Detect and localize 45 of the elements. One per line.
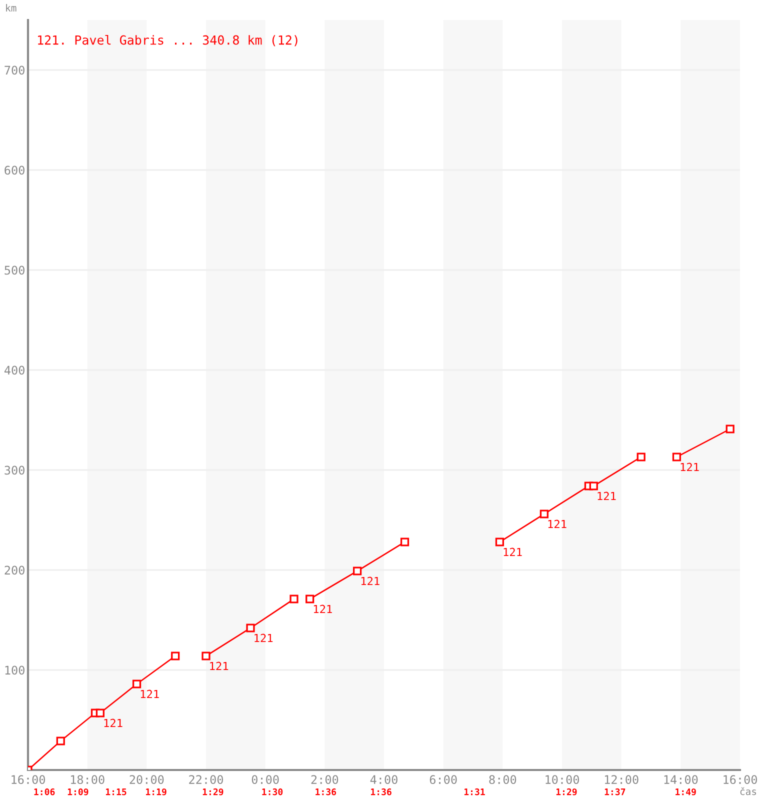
x-axis-title: čas bbox=[740, 787, 756, 796]
annotation: 121 bbox=[314, 604, 332, 614]
text: 1:29 bbox=[556, 788, 577, 796]
annotation: 121 bbox=[548, 520, 566, 528]
x-tick-label: 4:00 bbox=[370, 775, 398, 784]
x-tick-label: 0:00 bbox=[252, 775, 279, 784]
annotation: 121 bbox=[140, 690, 159, 698]
x-tick-label: 18:00 bbox=[70, 775, 104, 784]
text: 1:09 bbox=[68, 788, 88, 796]
annotation: 121 bbox=[210, 662, 228, 670]
y-tick-label: 100 bbox=[5, 666, 24, 675]
x-tick-label: 16:00 bbox=[724, 775, 758, 784]
text: 1:15 bbox=[106, 788, 126, 796]
annotation: 121 bbox=[680, 462, 699, 472]
x-tick-label: 16:00 bbox=[12, 775, 46, 784]
text: 1:36 bbox=[316, 788, 336, 796]
text: 1:19 bbox=[146, 788, 166, 796]
annotation: 121 bbox=[504, 548, 522, 556]
x-tick-label: 22:00 bbox=[189, 775, 224, 784]
annotation: 121 bbox=[254, 634, 273, 642]
y-tick-label: 200 bbox=[4, 566, 24, 575]
text: 1:29 bbox=[202, 788, 224, 796]
y-tick-label: 300 bbox=[4, 466, 24, 475]
text: 1:36 bbox=[370, 788, 392, 796]
text: 121. Pavel Gabris ... 340.8 km (12) bbox=[38, 35, 298, 46]
annotation: 121 bbox=[104, 718, 122, 728]
y-tick-label: 700 bbox=[4, 66, 24, 75]
text: 1:49 bbox=[676, 788, 696, 796]
annotation: 121 bbox=[598, 492, 616, 500]
x-tick-label: 2:00 bbox=[311, 775, 338, 784]
x-tick-label: 20:00 bbox=[130, 775, 164, 784]
text: 1:31 bbox=[464, 788, 485, 796]
y-tick-label: 500 bbox=[4, 266, 24, 275]
x-tick-label: 6:00 bbox=[430, 775, 457, 784]
y-axis-title: km bbox=[6, 4, 16, 12]
y-tick-label: 600 bbox=[4, 166, 24, 175]
x-tick-label: 8:00 bbox=[489, 775, 516, 784]
x-tick-label: 12:00 bbox=[604, 775, 638, 784]
text: 1:06 bbox=[34, 788, 55, 796]
x-tick-label: 10:00 bbox=[546, 775, 580, 784]
annotation: 121 bbox=[361, 576, 380, 586]
y-tick-label: 400 bbox=[4, 366, 24, 375]
x-tick-label: 14:00 bbox=[664, 775, 698, 784]
text: 1:37 bbox=[604, 788, 626, 796]
text: 1:30 bbox=[262, 788, 283, 796]
